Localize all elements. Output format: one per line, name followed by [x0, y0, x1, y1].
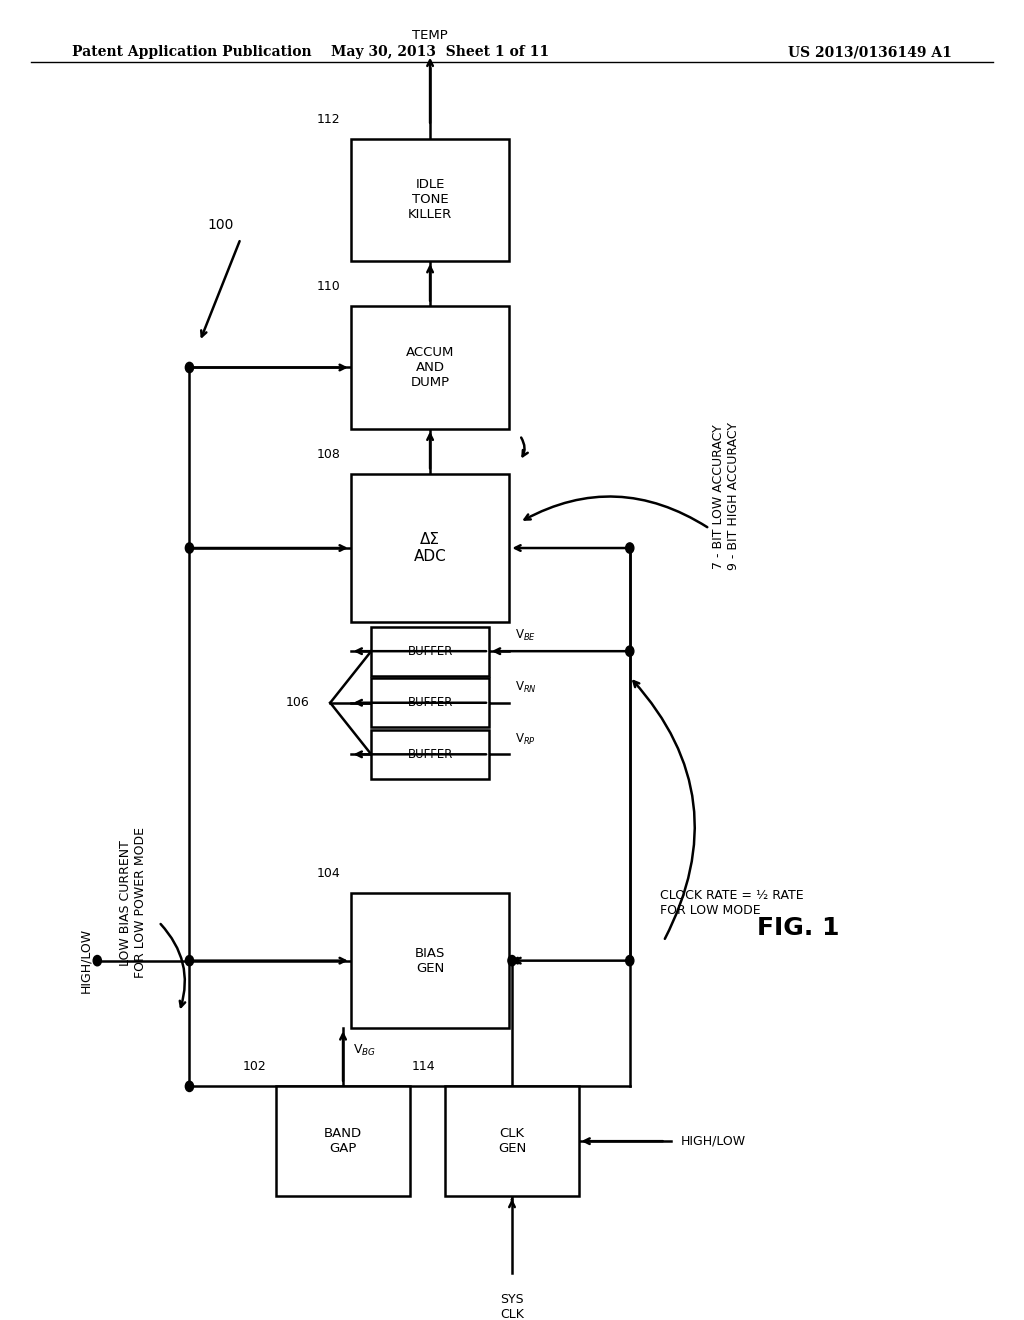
Circle shape — [93, 956, 101, 966]
Text: IDLE
TONE
KILLER: IDLE TONE KILLER — [408, 178, 453, 222]
FancyBboxPatch shape — [445, 1086, 579, 1196]
Text: V$_{BE}$: V$_{BE}$ — [514, 628, 536, 643]
FancyBboxPatch shape — [350, 139, 509, 261]
Text: 114: 114 — [412, 1060, 435, 1073]
FancyBboxPatch shape — [371, 627, 489, 676]
FancyBboxPatch shape — [371, 678, 489, 727]
Text: BAND
GAP: BAND GAP — [324, 1127, 362, 1155]
Circle shape — [508, 956, 516, 966]
Text: BUFFER: BUFFER — [408, 696, 453, 709]
Circle shape — [185, 1081, 194, 1092]
Text: 104: 104 — [316, 867, 340, 880]
Text: FIG. 1: FIG. 1 — [758, 916, 840, 940]
Text: V$_{BG}$: V$_{BG}$ — [353, 1043, 376, 1059]
Text: US 2013/0136149 A1: US 2013/0136149 A1 — [788, 45, 952, 59]
Text: HIGH/LOW: HIGH/LOW — [681, 1135, 746, 1147]
Text: V$_{RP}$: V$_{RP}$ — [514, 731, 536, 747]
Text: SYS
CLK: SYS CLK — [500, 1292, 524, 1320]
Circle shape — [626, 956, 634, 966]
Text: V$_{RN}$: V$_{RN}$ — [514, 680, 537, 696]
Text: 7 - BIT LOW ACCURACY
9 - BIT HIGH ACCURACY: 7 - BIT LOW ACCURACY 9 - BIT HIGH ACCURA… — [712, 422, 739, 570]
FancyBboxPatch shape — [350, 306, 509, 429]
Text: BIAS
GEN: BIAS GEN — [415, 946, 445, 974]
Text: 110: 110 — [316, 280, 340, 293]
Circle shape — [626, 645, 634, 656]
FancyBboxPatch shape — [350, 892, 509, 1028]
Circle shape — [185, 956, 194, 966]
Text: 106: 106 — [286, 696, 309, 709]
Text: LOW BIAS CURRENT
FOR LOW POWER MODE: LOW BIAS CURRENT FOR LOW POWER MODE — [119, 828, 147, 978]
FancyBboxPatch shape — [350, 474, 509, 622]
Text: BUFFER: BUFFER — [408, 748, 453, 760]
Text: CLOCK RATE = ½ RATE
FOR LOW MODE: CLOCK RATE = ½ RATE FOR LOW MODE — [660, 888, 804, 916]
Text: 112: 112 — [316, 112, 340, 125]
Text: 100: 100 — [207, 218, 233, 232]
Text: 108: 108 — [316, 447, 340, 461]
Circle shape — [626, 543, 634, 553]
FancyBboxPatch shape — [276, 1086, 410, 1196]
Text: ACCUM
AND
DUMP: ACCUM AND DUMP — [406, 346, 455, 389]
FancyBboxPatch shape — [371, 730, 489, 779]
Text: TEMP: TEMP — [413, 29, 447, 42]
Text: CLK
GEN: CLK GEN — [498, 1127, 526, 1155]
Text: BUFFER: BUFFER — [408, 644, 453, 657]
Text: ΔΣ
ADC: ΔΣ ADC — [414, 532, 446, 564]
Circle shape — [185, 362, 194, 372]
Text: May 30, 2013  Sheet 1 of 11: May 30, 2013 Sheet 1 of 11 — [331, 45, 550, 59]
Circle shape — [185, 543, 194, 553]
Text: HIGH/LOW: HIGH/LOW — [79, 928, 92, 993]
Text: 102: 102 — [243, 1060, 266, 1073]
Text: Patent Application Publication: Patent Application Publication — [72, 45, 311, 59]
